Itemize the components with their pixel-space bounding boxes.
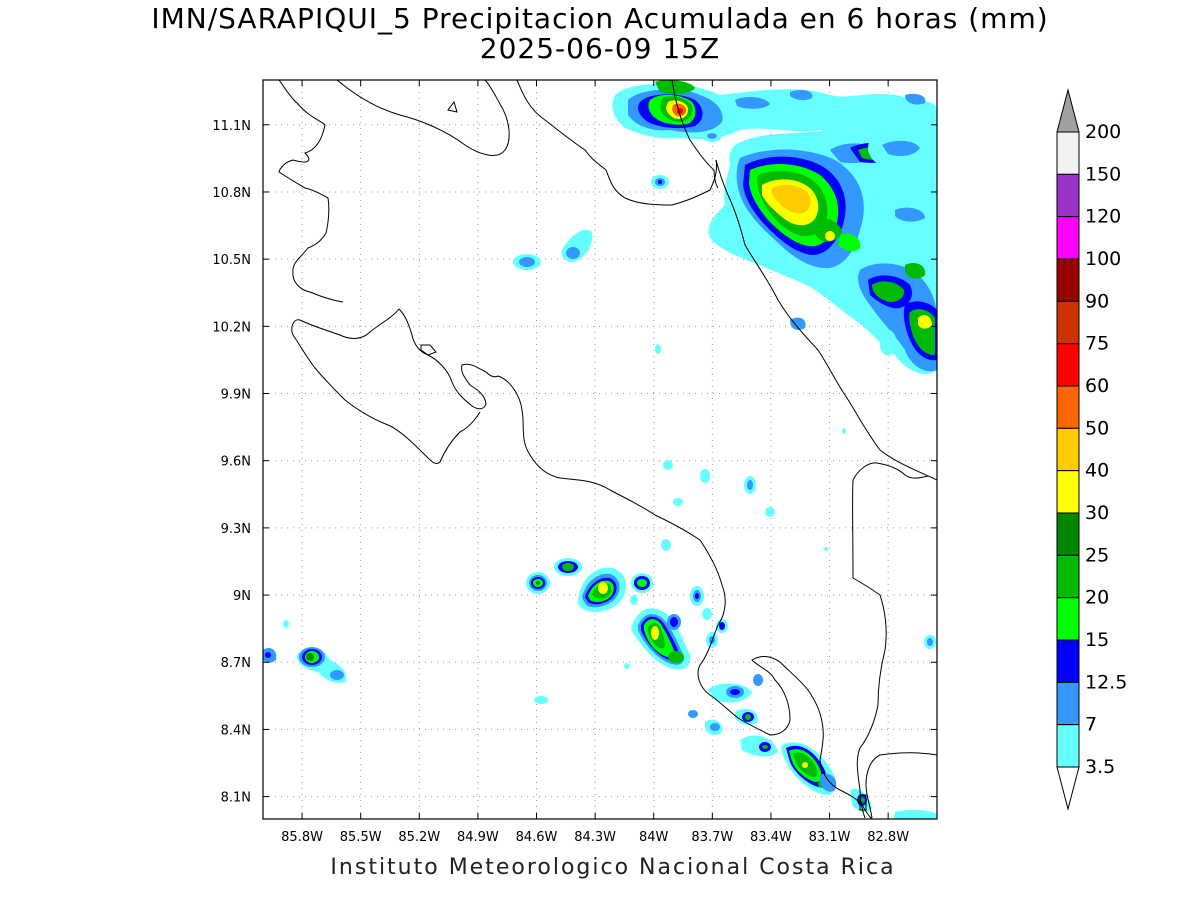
precipitation-layer [263,80,937,819]
lake-nicaragua-shore [336,80,510,156]
colorbar-swatch [1056,427,1080,472]
guanacaste-coast [291,308,481,465]
colorbar-swatch [1056,343,1080,387]
lat-label: 9.6N [221,455,251,470]
osa-peninsula [697,624,873,819]
colorbar-label: 150 [1085,163,1121,185]
panama-island-marker [859,794,867,811]
precip-scattered-north [283,229,936,704]
colorbar-swatch [1056,639,1080,683]
lat-label: 10.8N [212,186,251,201]
lon-label: 83.7W [691,830,733,845]
lat-label: 9N [233,589,251,604]
coastlines [278,80,937,819]
lat-label: 8.1N [221,791,251,806]
colorbar-swatch [1056,385,1080,429]
colorbar: 200 150 120 100 90 75 60 50 40 30 25 20 15 12.5 7 3.5 [1056,88,1127,811]
lon-label: 85.8W [281,830,323,845]
lon-label: 83.1W [809,830,851,845]
colorbar-swatch [1056,554,1080,599]
colorbar-swatch [1056,597,1080,641]
colorbar-label: 25 [1085,544,1109,566]
colorbar-label: 100 [1085,248,1121,270]
credit-text: Instituto Meteorologico Nacional Costa R… [330,855,896,880]
lat-label: 10.5N [212,253,251,268]
precip-cluster-caribbean [708,125,937,375]
colorbar-swatch [1056,173,1080,218]
lon-label: 84.6W [516,830,558,845]
colorbar-max-arrow [1056,88,1080,133]
precip-cluster-west [263,647,347,683]
lat-label: 8.4N [221,723,251,738]
nicoya-peninsula [398,308,499,410]
plot-frame [262,79,938,820]
lat-label: 11.1N [212,119,251,134]
colorbar-label: 30 [1085,502,1109,524]
nicaragua-caribbean-coast [516,80,718,206]
costa-rica-caribbean-coast [715,159,937,481]
lat-label: 9.9N [221,388,251,403]
nicaragua-pacific-coast [278,80,344,303]
colorbar-label: 7 [1085,714,1097,736]
map-title: IMN/SARAPIQUI_5 Precipitacion Acumulada … [151,2,1049,35]
lon-label: 82.8W [867,830,909,845]
colorbar-swatch [1056,216,1080,260]
colorbar-label: 40 [1085,460,1109,482]
lake-island [420,344,437,356]
lon-label: 84.3W [574,830,616,845]
colorbar-swatch [1056,258,1080,302]
colorbar-swatch [1056,512,1080,556]
lon-label: 83.4W [750,830,792,845]
lon-label: 84W [639,830,669,845]
panama-border [852,462,929,819]
colorbar-swatch [1056,300,1080,345]
lat-label: 8.7N [221,656,251,671]
lat-label: 10.2N [212,320,251,335]
colorbar-label: 120 [1085,206,1121,228]
lat-label: 9.3N [221,522,251,537]
map-timestamp: 2025-06-09 15Z [479,32,721,65]
colorbar-label: 12.5 [1085,671,1127,693]
precip-cluster-pacific [526,558,728,670]
colorbar-swatch [1056,724,1080,768]
nicoya-gulf-shore [497,375,726,626]
lon-label: 85.2W [398,830,440,845]
costa-rica-nicaragua-border [671,80,719,189]
burica-peninsula [865,752,937,819]
colorbar-min-arrow [1056,766,1080,811]
axes: 85.8W 85.5W 85.2W 84.9W 84.6W 84.3W 84W 83.7W 83… [212,80,937,845]
colorbar-label: 60 [1085,375,1109,397]
colorbar-label: 90 [1085,290,1109,312]
colorbar-label: 200 [1085,121,1121,143]
colorbar-swatch [1056,131,1080,175]
colorbar-swatch [1056,681,1080,726]
colorbar-label: 15 [1085,629,1109,651]
lon-label: 85.5W [340,830,382,845]
lake-small-island [447,100,458,113]
lon-label: 84.9W [457,830,499,845]
colorbar-label: 3.5 [1085,756,1115,778]
colorbar-swatch [1056,470,1080,514]
colorbar-label: 75 [1085,333,1109,355]
colorbar-label: 50 [1085,417,1109,439]
colorbar-label: 20 [1085,587,1109,609]
